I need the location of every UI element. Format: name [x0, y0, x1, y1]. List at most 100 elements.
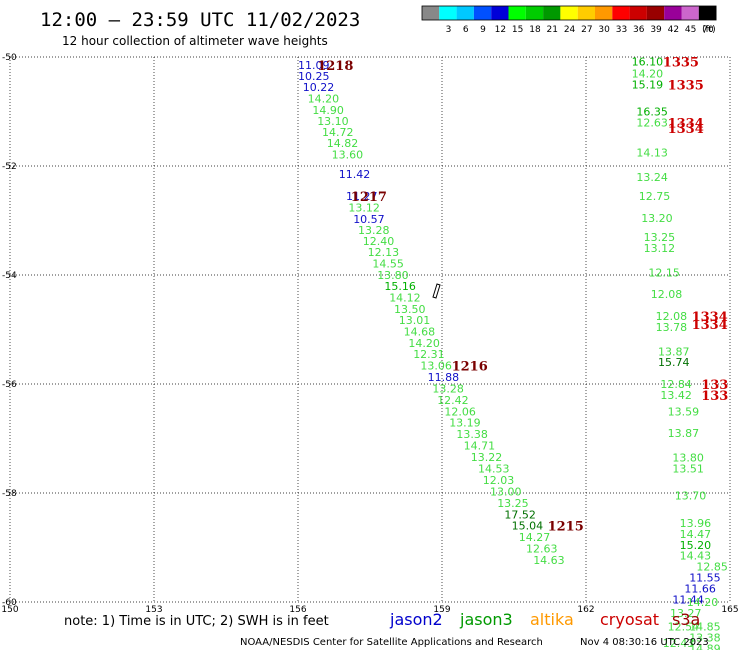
data-label: 11.44: [672, 593, 704, 606]
plot-area: 150 153 156 159 162 165 -50 -52 -54 -56 -58 -60 11…: [1, 53, 738, 650]
x-tick-label: 156: [289, 605, 306, 615]
pass-label: 1218: [317, 59, 353, 74]
data-label: 12.63: [636, 116, 668, 129]
legend-swatch: [646, 6, 665, 20]
data-label: 11.27: [346, 190, 378, 203]
x-tick-label: 150: [1, 605, 18, 615]
data-label: 17.52: [504, 508, 536, 521]
pass-label: 1217: [351, 190, 387, 205]
data-label: 16.35: [636, 106, 668, 119]
pass-label: 1334: [692, 318, 728, 333]
footer-credit: NOAA/NESDIS Center for Satellite Applica…: [240, 637, 543, 648]
legend-swatch: [664, 6, 682, 20]
data-label: 12.13: [368, 246, 400, 259]
data-label: 14.43: [680, 550, 712, 563]
data-label: 10.57: [353, 213, 385, 226]
legend-label: 18: [529, 25, 541, 35]
y-tick-label: -54: [2, 271, 17, 281]
y-tick-label: -60: [2, 598, 17, 608]
x-tick-label: 162: [577, 605, 594, 615]
data-label: 13.87: [668, 427, 700, 440]
data-label: 13.06: [420, 359, 452, 372]
legend-swatch: [473, 6, 492, 20]
data-label: 15.74: [658, 356, 690, 369]
data-label: 13.96: [680, 517, 712, 530]
data-label: 13.28: [432, 382, 464, 395]
data-label: 11.55: [689, 571, 721, 584]
data-label: 13.25: [497, 497, 529, 510]
legend-swatch: [422, 6, 440, 20]
grid: [9, 56, 731, 603]
pass-label: 1334: [692, 310, 728, 325]
data-label: 15.19: [632, 78, 664, 91]
data-label: 15.16: [384, 280, 416, 293]
data-label: 12.84: [660, 378, 692, 391]
data-label: 13.38: [689, 631, 721, 644]
data-label: 13.10: [317, 115, 349, 128]
y-tick-labels: -50 -52 -54 -56 -58 -60: [2, 53, 17, 608]
data-label: 16.10: [632, 55, 664, 68]
data-label: 13.42: [660, 389, 692, 402]
data-label: 10.22: [303, 81, 335, 94]
data-label: 14.63: [533, 554, 565, 567]
data-label: 14.90: [312, 104, 344, 117]
data-label: 13.12: [348, 201, 380, 214]
data-label: 13.19: [449, 417, 481, 430]
pass-label: 1334: [668, 116, 704, 131]
legend-swatch: [681, 6, 699, 20]
data-label: 13.80: [672, 452, 704, 465]
data-label: 12.63: [526, 543, 558, 556]
legend-label: 15: [512, 25, 523, 35]
data-label: 13.51: [672, 462, 704, 475]
legend-label: 9: [480, 25, 486, 35]
pass-label: 1334: [668, 122, 704, 137]
data-label: 12.42: [437, 394, 469, 407]
pass-labels: 1218121712161215133513351334133413341334…: [317, 55, 728, 534]
data-label: 14.13: [636, 146, 668, 159]
legend-swatch: [577, 6, 595, 20]
data-label: 13.01: [399, 314, 431, 327]
data-label: 14.20: [632, 67, 664, 80]
data-label: 14.68: [404, 326, 436, 339]
data-label: 14.20: [308, 92, 340, 105]
data-label: 11.42: [339, 168, 371, 181]
legend-label: 39: [650, 25, 662, 35]
legend-swatch: [629, 6, 647, 20]
data-label: 12.08: [651, 288, 683, 301]
x-tick-label: 165: [721, 605, 738, 615]
data-label: 13.70: [675, 490, 707, 503]
x-tick-label: 153: [145, 605, 162, 615]
legend-label: 12: [495, 25, 506, 35]
footer-note: note: 1) Time is in UTC; 2) SWH is in fe…: [64, 614, 329, 629]
data-label: 12.31: [413, 348, 445, 361]
data-label: 14.53: [478, 462, 510, 475]
data-label: 14.12: [389, 291, 421, 304]
pass-label: 1215: [548, 520, 584, 535]
legend-swatch: [595, 6, 613, 20]
legend-unit: (ft): [702, 25, 716, 35]
data-label: 13.22: [471, 451, 503, 464]
satellite-name: altika: [530, 610, 574, 629]
x-tick-labels: 150 153 156 159 162 165: [1, 605, 738, 615]
data-label: 14.20: [687, 596, 719, 609]
pass-label: 1335: [663, 55, 699, 70]
data-label: 14.20: [408, 337, 440, 350]
legend-label: 45: [685, 25, 696, 35]
legend-swatch: [439, 6, 457, 20]
legend-swatch: [612, 6, 630, 20]
data-label: 13.78: [656, 321, 688, 334]
pass-label: 133: [701, 389, 728, 404]
y-tick-label: -52: [2, 162, 17, 172]
data-label: 10.25: [298, 70, 330, 83]
data-label: 13.12: [644, 242, 676, 255]
legend-swatch: [456, 6, 474, 20]
data-label: 14.27: [519, 531, 551, 544]
data-label: 14.82: [327, 137, 359, 150]
legend-label: 70: [702, 25, 714, 35]
legend-swatch: [543, 6, 561, 20]
data-label: 13.59: [668, 405, 700, 418]
data-label: 12.75: [639, 190, 671, 203]
y-tick-label: -58: [2, 489, 17, 499]
data-label: 13.60: [332, 149, 364, 162]
satellite-name: s3a: [672, 610, 700, 629]
